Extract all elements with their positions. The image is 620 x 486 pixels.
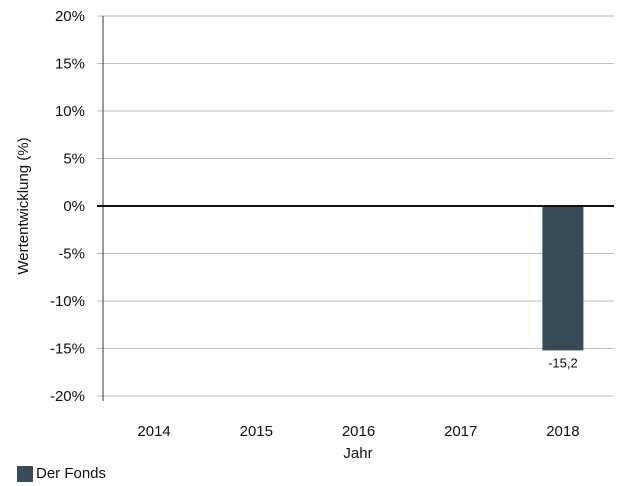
data-label-2018: -15,2: [548, 355, 578, 370]
x-tick-label: 2018: [546, 423, 579, 440]
bar-2018: [542, 206, 584, 351]
gridlines: [97, 15, 614, 397]
x-tick-label: 2015: [240, 423, 273, 440]
y-tick-label: -20%: [50, 388, 85, 405]
y-tick-label: -5%: [58, 246, 85, 263]
legend: Der Fonds: [17, 465, 106, 482]
y-tick-label: -15%: [50, 341, 85, 358]
bars: [542, 206, 584, 351]
y-tick-label: -10%: [50, 293, 85, 310]
x-tick-label: 2016: [342, 423, 375, 440]
y-tick-label: 5%: [63, 151, 85, 168]
x-axis-title: Jahr: [343, 445, 372, 462]
x-tick-label: 2014: [137, 423, 170, 440]
legend-swatch: [17, 465, 33, 482]
y-tick-label: 0%: [63, 198, 85, 215]
x-tick-label: 2017: [444, 423, 477, 440]
data-labels: -15,2: [548, 355, 578, 370]
y-tick-label: 20%: [55, 8, 85, 25]
x-tick-labels: 2014 2015 2016 2017 2018: [137, 423, 579, 440]
y-tick-label: 15%: [55, 56, 85, 73]
y-tick-label: 10%: [55, 103, 85, 120]
y-axis-title: Wertentwicklung (%): [15, 137, 32, 274]
legend-label: Der Fonds: [36, 465, 107, 482]
y-tick-labels: 20% 15% 10% 5% 0% -5% -10% -15% -20%: [50, 8, 85, 405]
